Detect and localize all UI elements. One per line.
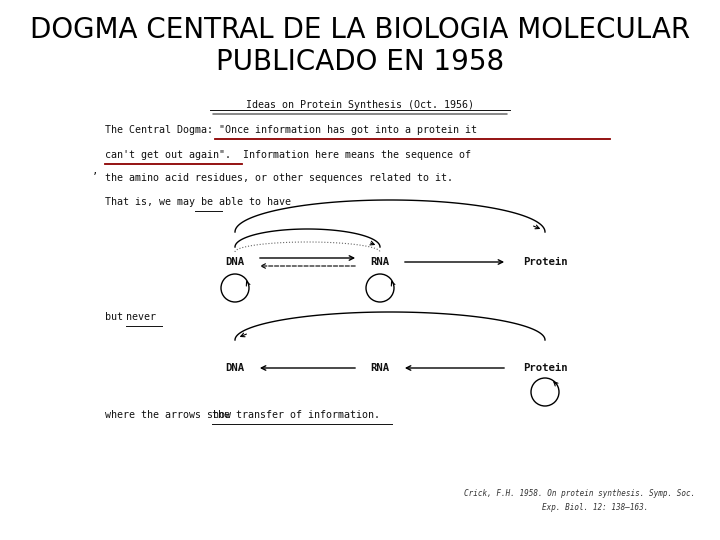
Text: never: never (126, 312, 156, 322)
Text: RNA: RNA (370, 257, 390, 267)
Text: Protein: Protein (523, 363, 567, 373)
Text: DOGMA CENTRAL DE LA BIOLOGIA MOLECULAR: DOGMA CENTRAL DE LA BIOLOGIA MOLECULAR (30, 16, 690, 44)
Text: the amino acid residues, or other sequences related to it.: the amino acid residues, or other sequen… (105, 173, 453, 183)
Text: That is, we may be able to have: That is, we may be able to have (105, 197, 291, 207)
Text: PUBLICADO EN 1958: PUBLICADO EN 1958 (216, 48, 504, 76)
Text: Exp. Biol. 12: 138–163.: Exp. Biol. 12: 138–163. (542, 503, 648, 512)
Text: ʼ: ʼ (92, 172, 98, 182)
Text: RNA: RNA (370, 363, 390, 373)
Text: Protein: Protein (523, 257, 567, 267)
Text: can't get out again".  Information here means the sequence of: can't get out again". Information here m… (105, 150, 471, 160)
Text: Crick, F.H. 1958. On protein synthesis. Symp. Soc.: Crick, F.H. 1958. On protein synthesis. … (464, 489, 696, 498)
Text: the transfer of information.: the transfer of information. (212, 410, 380, 420)
Text: The Central Dogma: "Once information has got into a protein it: The Central Dogma: "Once information has… (105, 125, 477, 135)
Text: where the arrows show: where the arrows show (105, 410, 237, 420)
Text: DNA: DNA (225, 363, 245, 373)
Text: Ideas on Protein Synthesis (Oct. 1956): Ideas on Protein Synthesis (Oct. 1956) (246, 100, 474, 110)
Text: DNA: DNA (225, 257, 245, 267)
Text: but: but (105, 312, 129, 322)
